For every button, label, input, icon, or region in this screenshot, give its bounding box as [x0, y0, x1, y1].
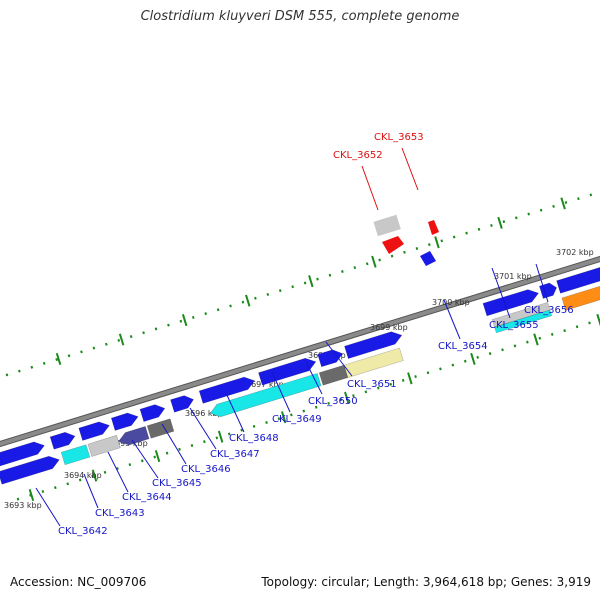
gene-arrow: [420, 251, 436, 266]
gene-leader-line: [131, 439, 159, 479]
gene-arrow: [373, 214, 401, 237]
gene-leader-line: [401, 147, 419, 191]
gene-label: CKL_3644: [122, 492, 172, 503]
gene-arrow: [0, 441, 45, 467]
gene-leader-line: [225, 392, 245, 433]
outer-scale-tick: [118, 333, 125, 346]
scale-tick: [533, 333, 539, 346]
scale-tick: [470, 352, 476, 365]
scale-tick: [596, 313, 600, 327]
gene-arrow: [494, 309, 553, 334]
gene-arrow: [170, 395, 194, 413]
gene-label: CKL_3656: [524, 305, 574, 316]
gene-arrow: [78, 421, 110, 441]
scale-tick-label: 3700 kbp: [432, 298, 470, 307]
scale-tick-label: 3702 kbp: [556, 248, 594, 257]
outer-scale-tick: [434, 236, 440, 249]
gene-arrow: [556, 267, 600, 294]
gene-arrow: [139, 404, 166, 422]
gene-arrow: [428, 220, 439, 235]
gene-label: CKL_3649: [272, 414, 322, 425]
genome-summary: Topology: circular; Length: 3,964,618 bp…: [261, 575, 591, 589]
gene-arrow: [198, 376, 256, 404]
gene-leader-line: [305, 361, 323, 395]
outer-scale-tick: [181, 314, 188, 327]
outer-scale-tick: [371, 255, 377, 268]
gene-arrow: [258, 357, 317, 386]
scale-tick-label: 3697 kbp: [246, 380, 284, 389]
backbone-line: [0, 256, 600, 447]
outer-scale-tick: [245, 294, 251, 307]
gene-leader-line: [535, 263, 549, 303]
gene-arrow: [343, 347, 404, 378]
gene-leader-line: [35, 487, 61, 527]
map-title: Clostridium kluyveri DSM 555, complete g…: [140, 9, 460, 24]
gene-label: CKL_3655: [489, 320, 539, 331]
gene-label: CKL_3643: [95, 508, 145, 519]
scale-tick-label: 3701 kbp: [494, 272, 532, 281]
gene-label-highlighted: CKL_3653: [374, 132, 424, 143]
gene-leader-line: [107, 451, 129, 493]
gene-leader-line: [325, 341, 353, 377]
outer-scale-tick: [55, 352, 62, 366]
outer-scale-track: [0, 193, 594, 379]
scale-tick: [91, 469, 98, 482]
gene-label: CKL_3642: [58, 526, 108, 537]
gene-arrow: [146, 418, 175, 439]
gene-label: CKL_3654: [438, 341, 488, 352]
outer-scale-tick: [560, 197, 566, 210]
gene-arrow: [87, 434, 121, 457]
gene-leader-line: [443, 299, 461, 340]
gene-arrow: [110, 412, 139, 431]
gene-arrow: [318, 364, 349, 386]
gene-label: CKL_3650: [308, 396, 358, 407]
gene-leader-line: [271, 371, 291, 413]
scale-tick-label: 3693 kbp: [4, 501, 42, 510]
gene-arrow: [317, 349, 344, 368]
gene-label: CKL_3651: [347, 379, 397, 390]
gene-leader-line: [161, 423, 187, 465]
gene-arrow: [482, 289, 539, 317]
outer-scale-tick: [308, 275, 314, 288]
gene-leader-line: [491, 267, 511, 319]
scale-tick: [154, 450, 161, 463]
scale-tick-label: 3694 kbp: [64, 471, 102, 480]
gene-leader-line: [83, 473, 99, 509]
gene-label-highlighted: CKL_3652: [333, 150, 383, 161]
accession-label: Accession: NC_009706: [10, 575, 147, 589]
scale-tick: [344, 391, 350, 404]
gene-leader-line: [189, 407, 217, 450]
gene-arrow: [561, 285, 600, 311]
gene-label: CKL_3645: [152, 478, 202, 489]
outer-scale-tick: [497, 216, 503, 229]
scale-tick: [217, 430, 224, 443]
gene-label: CKL_3647: [210, 449, 260, 460]
scale-tick-label: 3696 kbp: [185, 409, 223, 418]
scale-tick: [28, 488, 35, 502]
gene-arrow: [60, 444, 91, 466]
scale-tick: [280, 411, 287, 424]
gene-arrow: [382, 236, 404, 254]
scale-tick: [407, 372, 413, 385]
gene-arrow: [344, 331, 403, 359]
gene-arrow: [118, 426, 150, 446]
gene-leader-line: [361, 165, 379, 211]
gene-arrow: [539, 282, 557, 299]
gene-arrow: [0, 455, 60, 485]
gene-arrow: [209, 373, 322, 418]
gene-label: CKL_3648: [229, 433, 279, 444]
scale-tick-label: 3699 kbp: [370, 323, 408, 332]
gene-arrow: [49, 431, 76, 450]
gene-label: CKL_3646: [181, 464, 231, 475]
